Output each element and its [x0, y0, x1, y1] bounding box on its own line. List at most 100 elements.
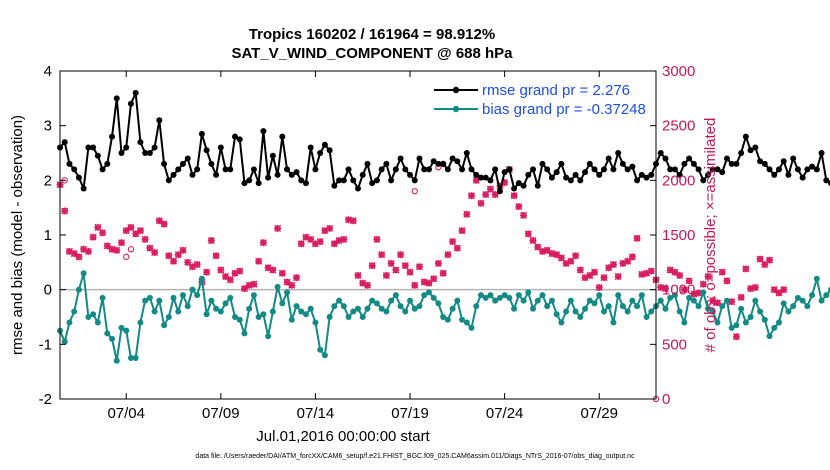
bias-point — [619, 303, 626, 310]
bias-point — [364, 305, 371, 312]
rmse-point — [563, 174, 570, 181]
rmse-point — [75, 174, 82, 181]
rmse-point — [728, 160, 735, 167]
rmse-point — [506, 166, 513, 173]
obs-possible-point — [307, 236, 314, 243]
bias-point — [411, 305, 418, 312]
y-tick-label: 2 — [44, 172, 52, 189]
bias-point — [449, 305, 456, 312]
bias-point — [302, 311, 309, 318]
bias-point — [85, 314, 92, 320]
y-tick-label: -1 — [39, 336, 52, 353]
bias-point — [600, 308, 607, 315]
obs-possible-point — [458, 227, 466, 234]
bias-point — [676, 308, 683, 315]
rmse-point — [667, 166, 674, 173]
legend-bias-label: bias grand pr = -0.37248 — [482, 101, 646, 118]
bias-point — [757, 308, 764, 315]
rmse-point — [279, 133, 286, 140]
bias-point — [577, 314, 584, 320]
obs-possible-point — [733, 333, 740, 340]
obs-possible-point — [369, 262, 376, 269]
obs-possible-point — [624, 258, 631, 265]
rmse-point — [345, 166, 352, 173]
bias-point — [695, 303, 702, 310]
obs-possible-point — [99, 229, 106, 236]
bias-point — [804, 303, 811, 310]
obs-possible-point — [123, 253, 130, 261]
bias-point — [818, 297, 825, 304]
obs-possible-point — [520, 212, 527, 219]
obs-possible-point — [61, 207, 68, 215]
obs-possible-point — [411, 188, 418, 195]
bias-point — [648, 308, 655, 315]
rmse-point — [359, 171, 366, 178]
obs-possible-point — [605, 264, 612, 271]
bias-point — [780, 300, 787, 307]
obs-possible-point — [468, 192, 475, 199]
rmse-point — [572, 171, 579, 178]
bias-point — [629, 297, 636, 304]
rmse-point — [482, 174, 489, 181]
plot-area — [56, 89, 830, 403]
obs-possible-point — [780, 286, 787, 293]
rmse-point — [132, 89, 139, 96]
bias-point — [463, 319, 470, 326]
bias-point — [667, 294, 674, 301]
rmse-point — [662, 155, 669, 162]
bias-point — [165, 314, 172, 320]
bias-point — [775, 319, 782, 326]
bias-point — [553, 311, 560, 318]
rmse-point — [397, 155, 404, 162]
obs-possible-point — [137, 227, 144, 234]
rmse-point — [766, 166, 773, 173]
bias-point — [179, 292, 186, 299]
legend: rmse grand pr = 2.276 bias grand pr = -0… — [428, 77, 650, 123]
obs-possible-point — [222, 273, 229, 280]
bias-point — [525, 289, 532, 296]
rmse-point — [217, 144, 224, 151]
rmse-point — [170, 171, 177, 178]
rmse-point — [771, 171, 778, 178]
bias-point — [146, 294, 153, 301]
bias-point — [307, 305, 314, 312]
bias-point — [241, 330, 248, 337]
bias-point — [293, 303, 300, 310]
bias-point — [435, 300, 442, 307]
rmse-point — [511, 185, 518, 192]
y-tick-label: 1 — [44, 227, 52, 244]
rmse-point — [676, 171, 683, 178]
obs-possible-point — [766, 256, 773, 264]
rmse-point — [752, 144, 759, 151]
obs-possible-point — [392, 266, 399, 274]
rmse-point — [487, 177, 494, 184]
obs-possible-point — [577, 266, 584, 274]
rmse-point — [113, 95, 120, 102]
y2-tick-label: 1000 — [662, 282, 695, 299]
obs-possible-point — [567, 258, 575, 265]
bias-point — [496, 294, 503, 301]
rmse-point — [127, 100, 134, 107]
obs-possible-point — [534, 243, 541, 251]
rmse-point — [539, 160, 546, 167]
rmse-point — [463, 150, 470, 156]
obs-possible-point — [212, 252, 220, 259]
obs-possible-point — [510, 192, 518, 199]
rmse-point — [123, 144, 130, 151]
rmse-point — [90, 144, 97, 151]
obs-possible-point — [151, 249, 158, 256]
rmse-point — [501, 169, 508, 176]
obs-possible-point — [610, 261, 617, 268]
rmse-point — [156, 117, 163, 124]
bias-point — [714, 319, 721, 326]
bias-point — [761, 316, 768, 323]
obs-possible-point — [283, 278, 291, 286]
rmse-point — [813, 166, 820, 173]
obs-possible-point — [132, 230, 139, 238]
rmse-point — [591, 166, 598, 173]
rmse-point — [577, 177, 584, 184]
rmse-point — [733, 160, 740, 167]
rmse-point — [823, 177, 830, 184]
bias-point — [459, 316, 466, 323]
bias-point — [203, 311, 210, 318]
